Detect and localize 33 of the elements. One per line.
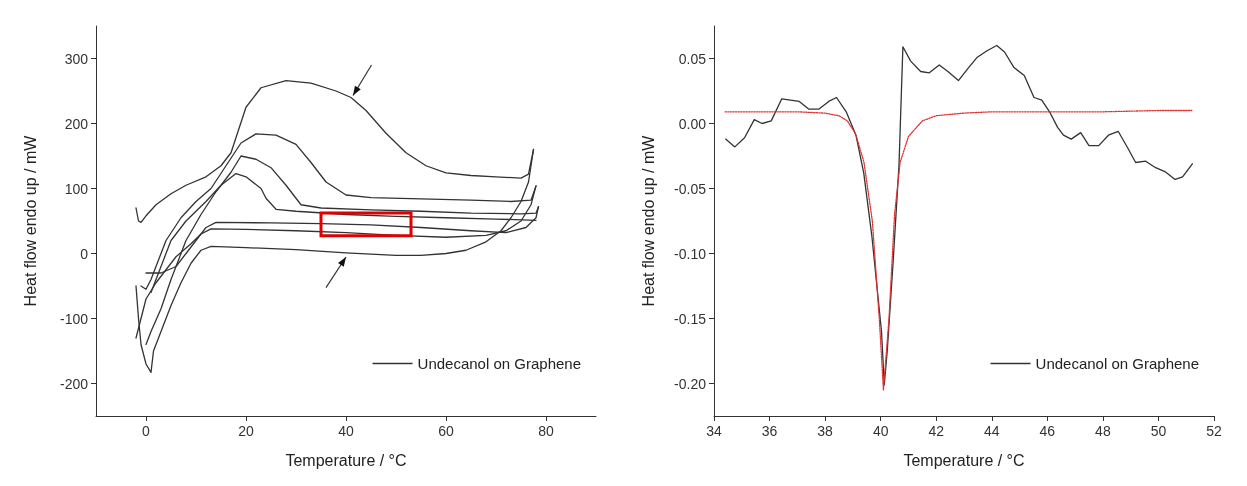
y-axis-title: Heat flow endo up / mW — [21, 134, 39, 307]
y-tick-label: -200 — [59, 375, 89, 392]
x-tick-label: 40 — [338, 423, 354, 439]
x-tick-label: 44 — [983, 423, 1000, 439]
y-tick-label: 0 — [80, 245, 89, 262]
x-tick-label: 36 — [761, 423, 778, 439]
y-tick-label: -0.20 — [674, 375, 707, 392]
legend-label: Undecanol on Graphene — [417, 355, 582, 372]
x-tick-label: 60 — [438, 423, 454, 439]
x-tick-label: 46 — [1039, 423, 1056, 439]
y-tick-label: 0.00 — [678, 115, 707, 132]
x-tick-label: 42 — [928, 423, 945, 439]
legend-label: Undecanol on Graphene — [1035, 355, 1200, 372]
x-tick-label: 34 — [706, 423, 722, 439]
y-tick-label: -0.10 — [674, 245, 707, 262]
x-tick-label: 52 — [1206, 423, 1222, 439]
y-axis-title: Heat flow endo up / mW — [639, 134, 657, 307]
x-tick-label: 48 — [1095, 423, 1111, 439]
y-tick-label: 300 — [64, 50, 89, 67]
x-tick-label: 38 — [817, 423, 834, 439]
y-tick-label: -100 — [59, 310, 89, 327]
y-tick-label: 200 — [64, 115, 89, 132]
y-tick-label: 100 — [64, 180, 89, 197]
x-tick-label: 80 — [538, 423, 554, 439]
x-tick-label: 40 — [872, 423, 889, 439]
y-tick-label: -0.05 — [674, 180, 707, 197]
x-axis-title: Temperature / °C — [285, 451, 407, 469]
x-axis-title: Temperature / °C — [903, 451, 1025, 469]
x-tick-label: 20 — [238, 423, 254, 439]
x-tick-label: 0 — [142, 423, 151, 439]
x-tick-label: 50 — [1150, 423, 1167, 439]
y-tick-label: 0.05 — [678, 50, 707, 67]
y-tick-label: -0.15 — [674, 310, 707, 327]
